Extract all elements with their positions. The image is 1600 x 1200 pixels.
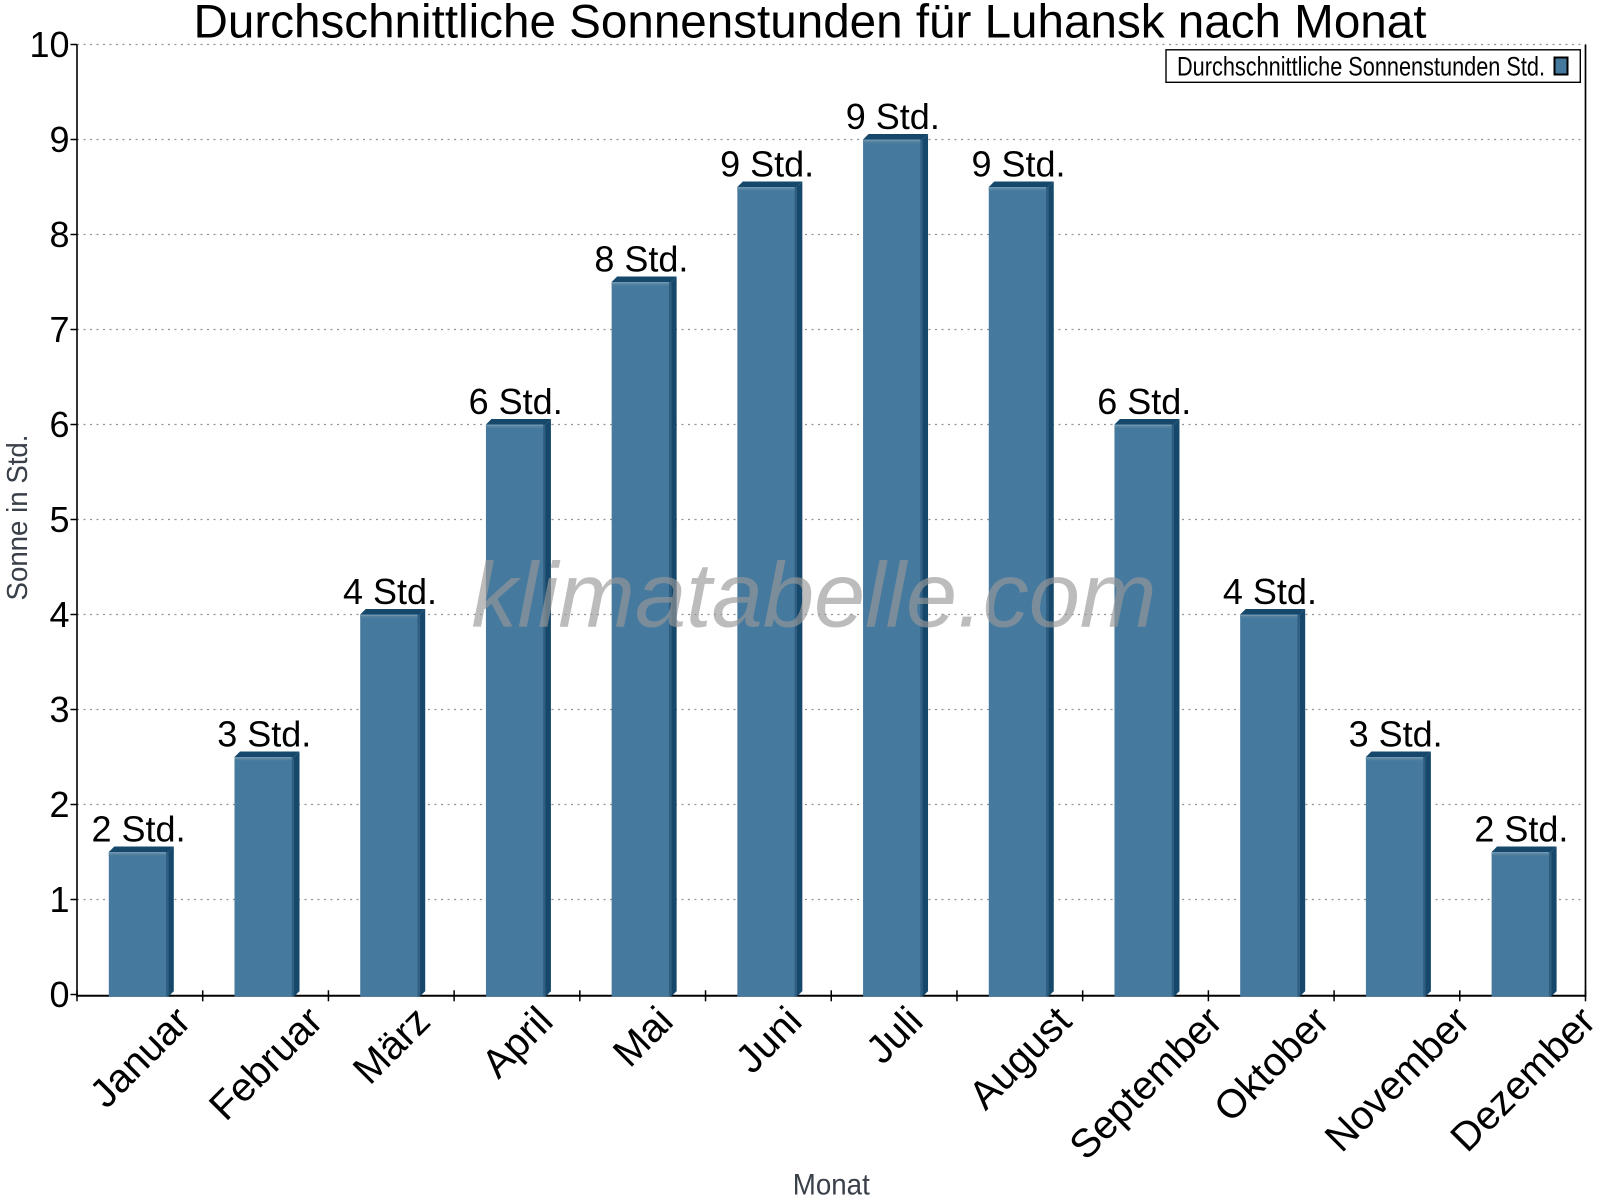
- svg-text:6 Std.: 6 Std.: [469, 381, 563, 422]
- svg-text:4: 4: [49, 594, 69, 635]
- svg-text:5: 5: [49, 499, 69, 540]
- svg-text:Februar: Februar: [201, 999, 331, 1129]
- svg-text:Mai: Mai: [605, 999, 682, 1076]
- svg-text:Januar: Januar: [82, 999, 200, 1117]
- svg-text:3 Std.: 3 Std.: [217, 714, 311, 755]
- svg-text:klimatabelle.com: klimatabelle.com: [471, 545, 1156, 647]
- svg-text:7: 7: [49, 309, 69, 350]
- svg-text:2: 2: [49, 784, 69, 825]
- svg-text:August: August: [961, 999, 1080, 1118]
- svg-text:8 Std.: 8 Std.: [594, 239, 688, 280]
- svg-text:3: 3: [49, 689, 69, 730]
- svg-text:September: September: [1061, 999, 1230, 1168]
- svg-text:4 Std.: 4 Std.: [343, 571, 437, 612]
- svg-text:Juli: Juli: [858, 999, 932, 1073]
- svg-text:8: 8: [49, 214, 69, 255]
- svg-text:1: 1: [49, 879, 69, 920]
- svg-text:4 Std.: 4 Std.: [1223, 571, 1317, 612]
- svg-text:9 Std.: 9 Std.: [971, 144, 1065, 185]
- svg-text:3 Std.: 3 Std.: [1349, 714, 1443, 755]
- svg-text:Durchschnittliche Sonnenstunde: Durchschnittliche Sonnenstunden für Luha…: [194, 0, 1427, 49]
- svg-text:Juni: Juni: [727, 999, 810, 1082]
- svg-text:9 Std.: 9 Std.: [846, 96, 940, 137]
- svg-text:März: März: [345, 999, 439, 1093]
- svg-text:2 Std.: 2 Std.: [92, 809, 186, 850]
- svg-text:6 Std.: 6 Std.: [1097, 381, 1191, 422]
- svg-text:9 Std.: 9 Std.: [720, 144, 814, 185]
- svg-text:2 Std.: 2 Std.: [1474, 809, 1568, 850]
- svg-text:April: April: [474, 999, 562, 1087]
- svg-text:Sonne in Std.: Sonne in Std.: [2, 435, 34, 601]
- svg-text:9: 9: [49, 119, 69, 160]
- svg-text:Monat: Monat: [793, 1168, 871, 1200]
- svg-text:0: 0: [49, 974, 69, 1015]
- svg-text:Durchschnittliche Sonnenstunde: Durchschnittliche Sonnenstunden Std.: [1177, 52, 1545, 82]
- svg-text:6: 6: [49, 404, 69, 445]
- svg-text:Oktober: Oktober: [1206, 999, 1338, 1131]
- svg-text:10: 10: [29, 24, 69, 65]
